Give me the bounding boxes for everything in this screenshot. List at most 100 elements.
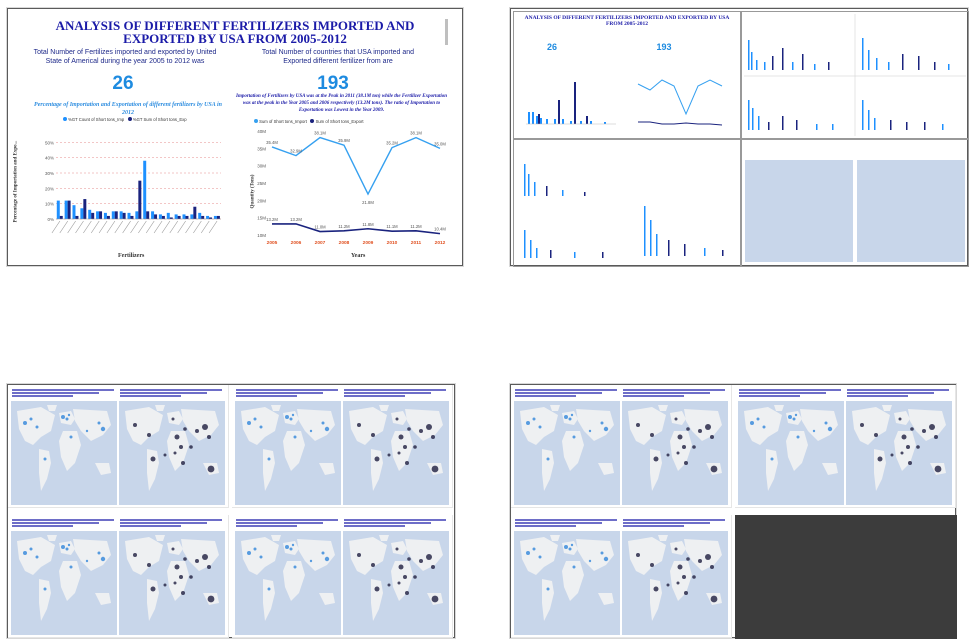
world-map[interactable] xyxy=(738,401,844,505)
map-caption-placeholder xyxy=(344,388,446,398)
map-bubble xyxy=(686,557,690,561)
map-bubble xyxy=(97,421,101,425)
map-bubble xyxy=(61,545,65,549)
world-map[interactable] xyxy=(11,531,117,635)
world-map[interactable] xyxy=(622,401,728,505)
bar-export xyxy=(83,199,87,219)
world-map[interactable] xyxy=(622,531,728,635)
map-bubble xyxy=(67,413,71,417)
map-bubble xyxy=(526,421,530,425)
world-map[interactable] xyxy=(235,531,341,635)
map-bubble xyxy=(877,456,883,462)
map-bubble xyxy=(291,543,295,547)
map-bubble xyxy=(686,427,690,431)
map-bubble xyxy=(147,563,151,567)
map-bubble xyxy=(568,417,572,421)
map-bubble xyxy=(794,413,798,417)
map-bubble xyxy=(910,427,914,431)
bar-import xyxy=(56,200,60,219)
bar-xtick-label xyxy=(200,220,210,234)
world-map-land xyxy=(520,535,614,621)
bar-xtick-label xyxy=(75,220,84,234)
line-data-label: 11.8M xyxy=(362,222,374,227)
map-bubble xyxy=(588,559,592,563)
map-bubble xyxy=(796,435,800,439)
map-bubble xyxy=(163,453,167,457)
world-map[interactable] xyxy=(119,531,225,635)
map-bubble xyxy=(29,417,33,421)
line-data-label: 35.4M xyxy=(266,140,278,145)
bar-xtick-label xyxy=(90,220,100,234)
world-map[interactable] xyxy=(846,401,952,505)
empty-dark-tile xyxy=(735,515,957,639)
maps-grid-panel-left[interactable] xyxy=(7,384,455,638)
map-bubble xyxy=(285,415,289,419)
thumbnail-dashboard-overview[interactable]: ANALYSIS OF DIFFERENT FERTILIZERS IMPORT… xyxy=(510,8,969,267)
map-bubble xyxy=(207,435,211,439)
map-bubble xyxy=(710,465,718,473)
map-bubble xyxy=(698,559,702,563)
bar-import xyxy=(96,211,100,219)
map-bubble xyxy=(69,435,73,439)
map-bubble xyxy=(698,429,702,433)
line-ytick-label: 15M xyxy=(257,216,266,221)
world-map[interactable] xyxy=(514,401,620,505)
map-bubble xyxy=(357,553,361,557)
world-map-land xyxy=(241,405,335,491)
world-map[interactable] xyxy=(11,401,117,505)
bar-export xyxy=(67,200,71,219)
world-map[interactable] xyxy=(119,401,225,505)
map-caption-placeholder xyxy=(344,518,446,528)
map-bubble xyxy=(171,547,175,551)
bar-import xyxy=(103,212,107,219)
map-bubble xyxy=(762,425,766,429)
map-bubble xyxy=(572,435,576,439)
world-map[interactable] xyxy=(343,531,449,635)
world-map[interactable] xyxy=(514,531,620,635)
left-caption: Total Number of Fertilizes imported and … xyxy=(33,49,217,65)
world-map[interactable] xyxy=(343,401,449,505)
maps-grid-panel-right[interactable] xyxy=(510,384,957,639)
map-bubble xyxy=(934,435,938,439)
bar-import xyxy=(198,212,202,219)
map-bubble xyxy=(431,565,435,569)
map-bubble xyxy=(293,565,297,569)
map-bubble xyxy=(684,591,688,595)
page-title: ANALYSIS OF DIFFERENT FERTILIZERS IMPORT… xyxy=(55,18,415,46)
map-bubble xyxy=(195,559,199,563)
bar-xtick-label xyxy=(208,220,218,234)
bar-export xyxy=(91,212,95,219)
legend-swatch-line-export xyxy=(310,119,315,123)
map-bubble xyxy=(603,556,609,562)
bar-xtick-label xyxy=(145,220,155,234)
world-map-land xyxy=(349,535,443,621)
map-bubble xyxy=(677,564,683,570)
bar-xtick-label xyxy=(153,220,163,234)
world-map[interactable] xyxy=(235,401,341,505)
map-bubble xyxy=(207,565,211,569)
bar-import xyxy=(111,211,115,219)
map-bubble xyxy=(568,547,572,551)
map-bubble xyxy=(650,563,654,567)
country-count-value: 193 xyxy=(317,73,349,94)
map-bubble xyxy=(97,551,101,555)
map-bubble xyxy=(65,547,69,551)
bar-xtick-label xyxy=(114,220,124,234)
legend-label-line-export: Sum of Short tons_Export xyxy=(315,119,364,124)
line-ytick-label: 35M xyxy=(257,146,266,151)
map-bubble xyxy=(546,587,550,591)
thumb-page-2-charts xyxy=(744,14,966,136)
map-bubble xyxy=(564,415,568,419)
map-bubble xyxy=(173,451,177,455)
bar-import xyxy=(119,211,123,219)
scrollbar-thumb[interactable] xyxy=(445,19,448,45)
line-chart-subtitle: Importation of Fertilizers by USA was at… xyxy=(236,94,447,113)
line-data-label: 35.9M xyxy=(338,138,350,143)
map-bubble xyxy=(922,429,926,433)
bar-xtick-label xyxy=(106,220,116,234)
map-bubble xyxy=(572,565,576,569)
map-bubble xyxy=(890,453,894,457)
map-bubble xyxy=(901,434,907,440)
map-bubble xyxy=(788,415,792,419)
world-map-land xyxy=(349,405,443,491)
